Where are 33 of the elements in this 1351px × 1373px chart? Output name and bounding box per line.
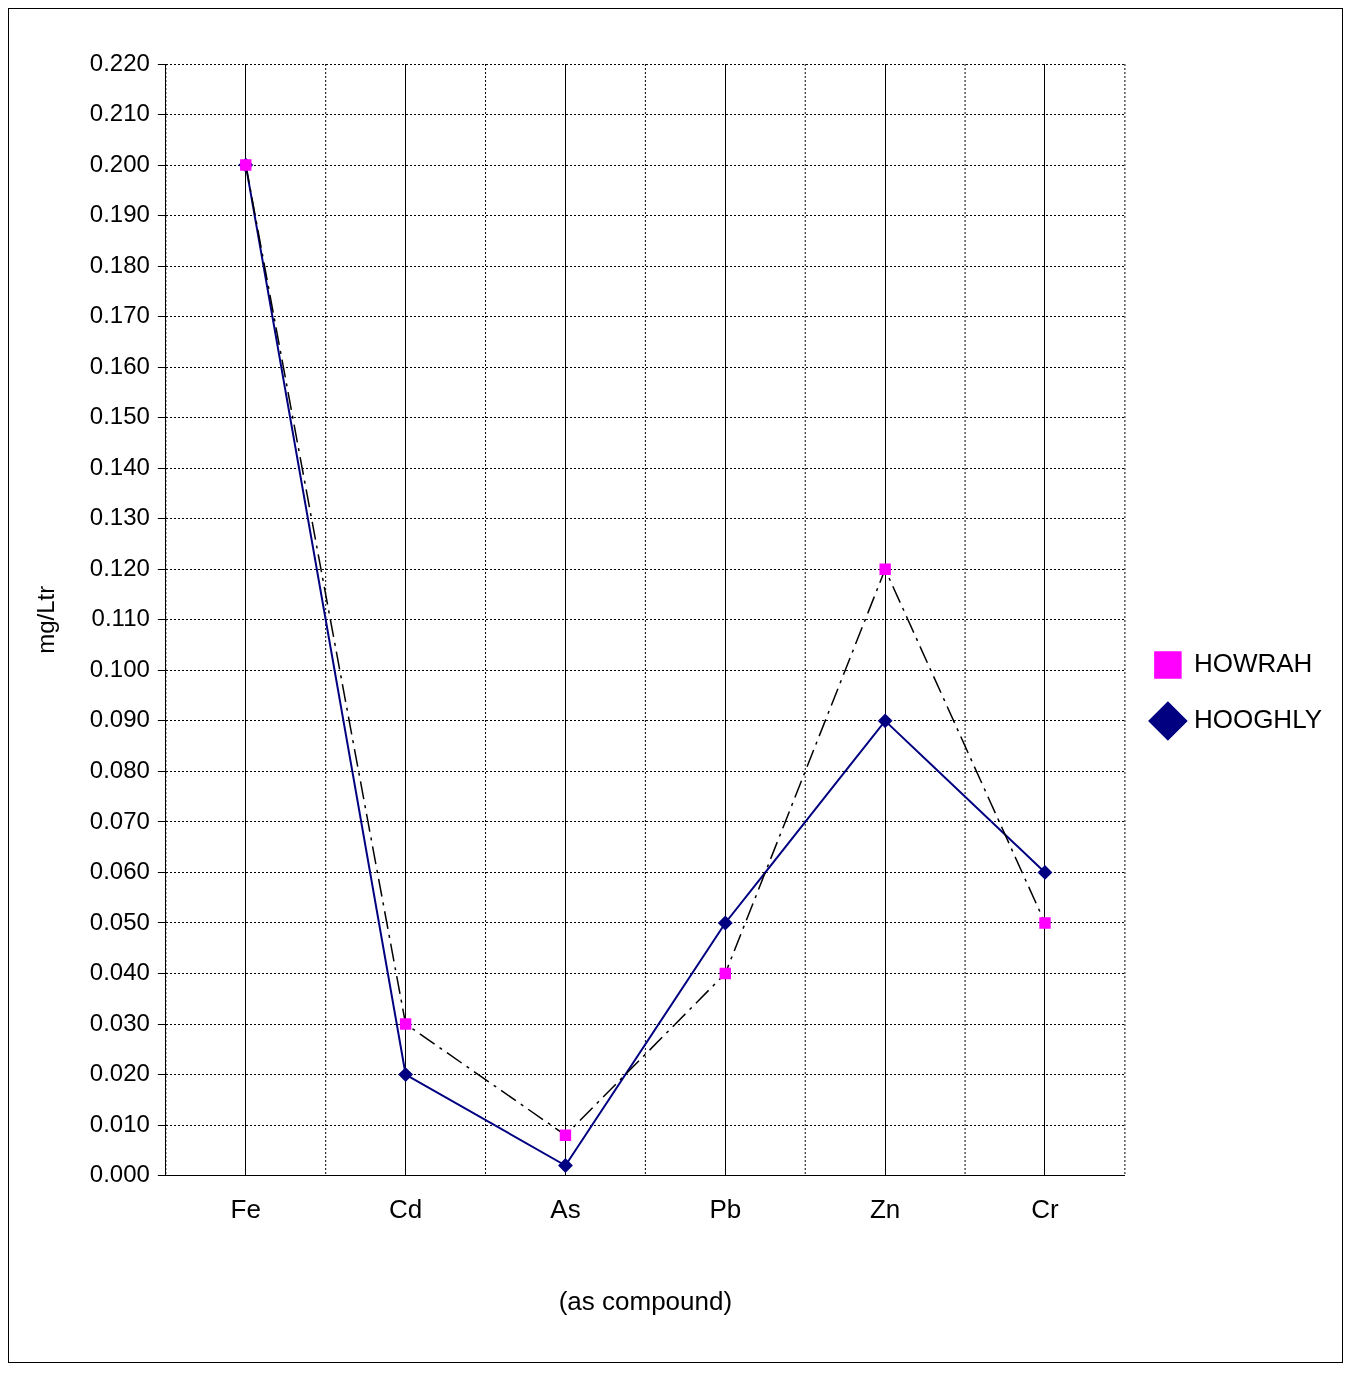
y-tick-label: 0.000 xyxy=(89,1160,150,1188)
y-tick-label: 0.200 xyxy=(89,149,150,177)
y-tick-label: 0.060 xyxy=(89,857,150,885)
y-tick-label: 0.030 xyxy=(89,1008,150,1036)
y-tick-label: 0.160 xyxy=(89,351,150,379)
y-tick-label: 0.020 xyxy=(89,1059,150,1087)
x-tick-label: As xyxy=(550,1194,581,1225)
legend-label: HOOGHLY xyxy=(1193,704,1323,735)
x-tick-label: Zn xyxy=(869,1194,901,1225)
y-tick-label: 0.210 xyxy=(89,99,150,127)
y-tick-label: 0.140 xyxy=(89,452,150,480)
y-tick-label: 0.010 xyxy=(89,1109,150,1137)
y-tick-label: 0.130 xyxy=(89,503,150,531)
y-tick-label: 0.080 xyxy=(89,756,150,784)
y-tick-label: 0.120 xyxy=(89,553,150,581)
x-tick-label: Pb xyxy=(709,1194,742,1225)
y-tick-label: 0.190 xyxy=(89,200,150,228)
x-axis-title: (as compound) xyxy=(558,1285,733,1316)
y-tick-label: 0.090 xyxy=(89,705,150,733)
y-axis-title: mg/Ltr xyxy=(32,585,60,654)
x-tick-label: Fe xyxy=(230,1194,261,1225)
x-tick-label: Cd xyxy=(389,1194,423,1225)
y-tick-label: 0.070 xyxy=(89,806,150,834)
y-tick-label: 0.220 xyxy=(89,48,150,76)
x-tick-label: Cr xyxy=(1031,1194,1060,1225)
y-tick-label: 0.050 xyxy=(89,907,150,935)
legend-label: HOWRAH xyxy=(1193,648,1313,679)
y-tick-label: 0.100 xyxy=(89,654,150,682)
y-tick-label: 0.040 xyxy=(89,958,150,986)
y-tick-label: 0.180 xyxy=(89,250,150,278)
y-tick-label: 0.150 xyxy=(89,402,150,430)
y-tick-label: 0.110 xyxy=(91,604,150,632)
y-tick-label: 0.170 xyxy=(89,301,150,329)
